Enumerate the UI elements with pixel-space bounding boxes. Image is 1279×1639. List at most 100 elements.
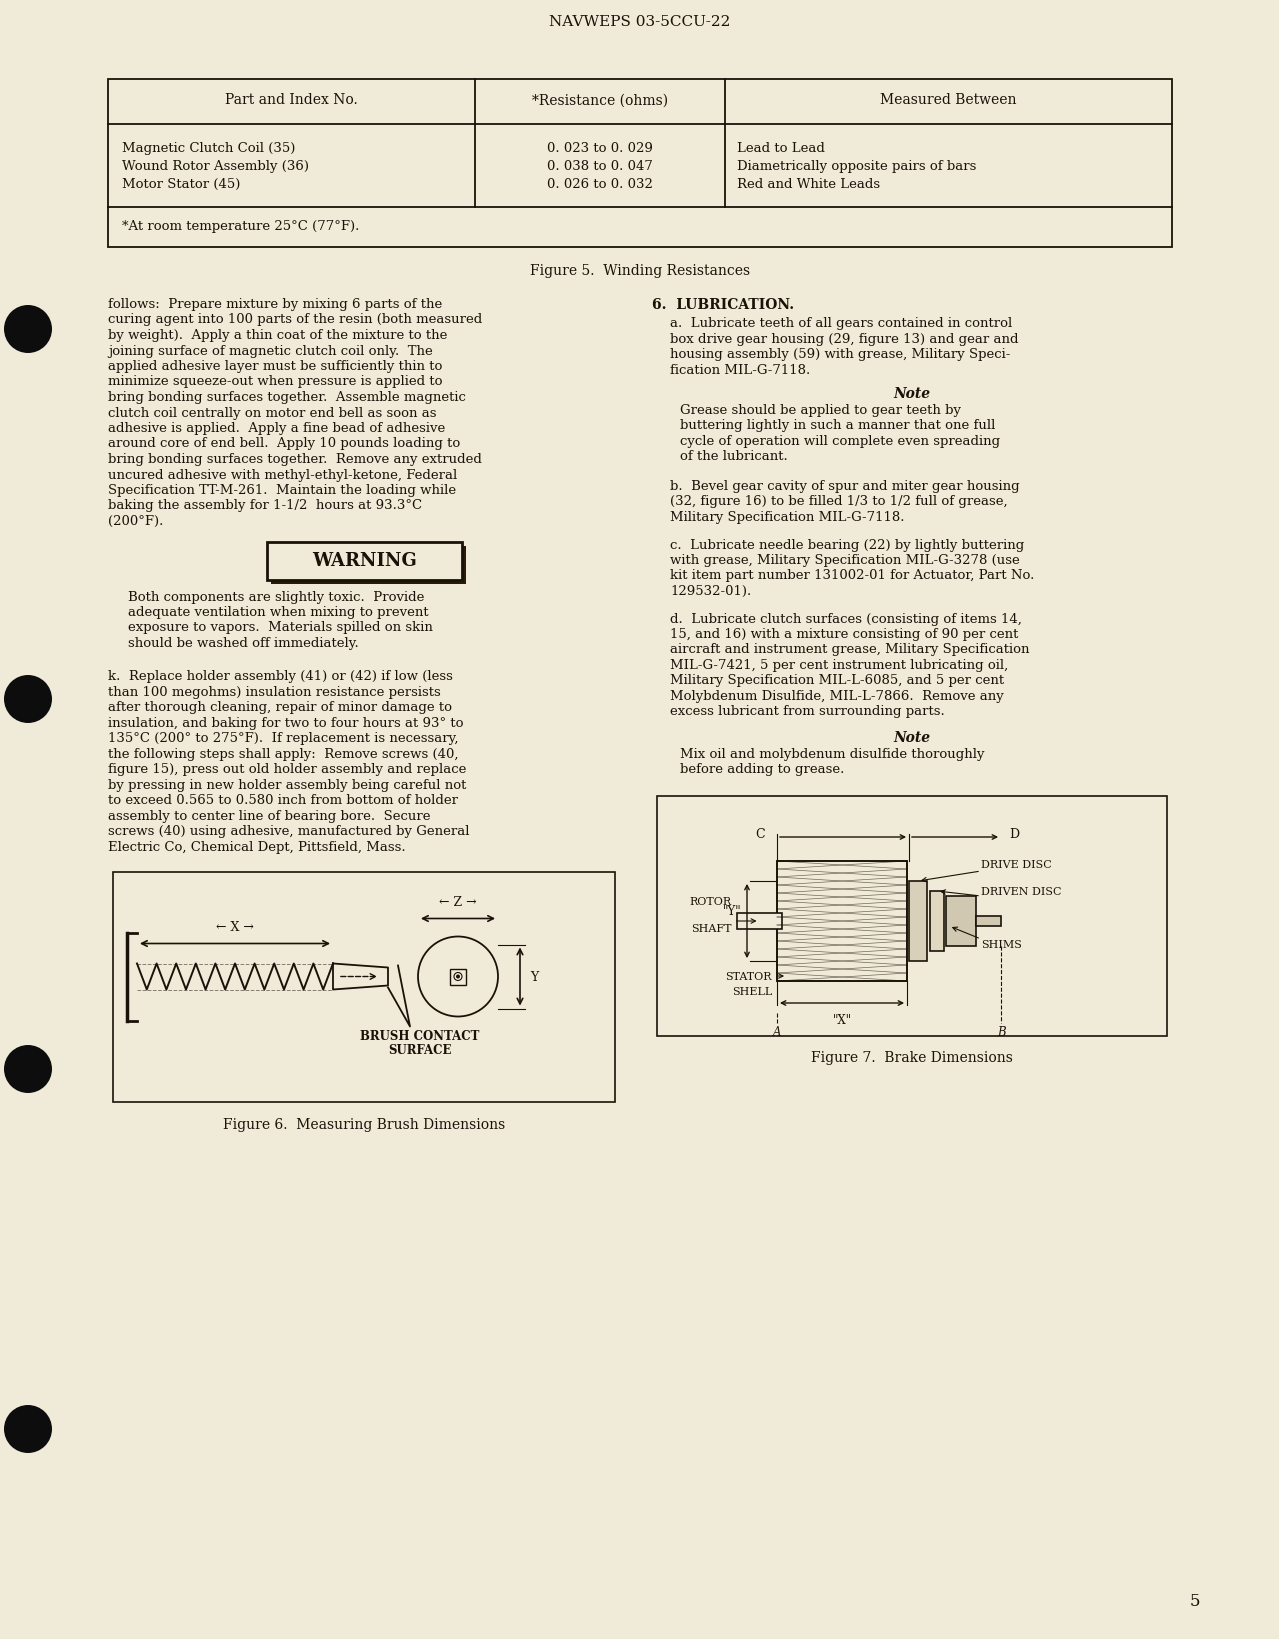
Text: Measured Between: Measured Between xyxy=(880,93,1017,108)
Text: Magnetic Clutch Coil (35): Magnetic Clutch Coil (35) xyxy=(122,143,295,156)
Text: exposure to vapors.  Materials spilled on skin: exposure to vapors. Materials spilled on… xyxy=(128,621,432,634)
Text: A: A xyxy=(773,1026,781,1039)
Text: d.  Lubricate clutch surfaces (consisting of items 14,: d. Lubricate clutch surfaces (consisting… xyxy=(670,611,1022,624)
Text: follows:  Prepare mixture by mixing 6 parts of the: follows: Prepare mixture by mixing 6 par… xyxy=(107,298,443,311)
Text: Part and Index No.: Part and Index No. xyxy=(225,93,358,108)
Bar xyxy=(930,892,944,951)
Text: should be washed off immediately.: should be washed off immediately. xyxy=(128,636,358,649)
Text: after thorough cleaning, repair of minor damage to: after thorough cleaning, repair of minor… xyxy=(107,701,451,715)
Text: adequate ventilation when mixing to prevent: adequate ventilation when mixing to prev… xyxy=(128,606,428,618)
Text: by weight).  Apply a thin coat of the mixture to the: by weight). Apply a thin coat of the mix… xyxy=(107,329,448,343)
Bar xyxy=(270,546,466,583)
Bar xyxy=(266,543,462,580)
Text: "X": "X" xyxy=(833,1013,852,1026)
Text: a.  Lubricate teeth of all gears contained in control: a. Lubricate teeth of all gears containe… xyxy=(670,316,1012,329)
Circle shape xyxy=(4,306,52,354)
Text: than 100 megohms) insulation resistance persists: than 100 megohms) insulation resistance … xyxy=(107,685,441,698)
Text: ← X →: ← X → xyxy=(216,921,255,934)
Text: housing assembly (59) with grease, Military Speci-: housing assembly (59) with grease, Milit… xyxy=(670,347,1010,361)
Text: SHAFT: SHAFT xyxy=(692,923,732,934)
Text: C: C xyxy=(756,828,765,841)
Text: aircraft and instrument grease, Military Specification: aircraft and instrument grease, Military… xyxy=(670,642,1030,656)
Text: baking the assembly for 1-1/2  hours at 93.3°C: baking the assembly for 1-1/2 hours at 9… xyxy=(107,500,422,511)
Text: Diametrically opposite pairs of bars: Diametrically opposite pairs of bars xyxy=(737,161,976,172)
Text: curing agent into 100 parts of the resin (both measured: curing agent into 100 parts of the resin… xyxy=(107,313,482,326)
Text: Molybdenum Disulfide, MIL-L-7866.  Remove any: Molybdenum Disulfide, MIL-L-7866. Remove… xyxy=(670,690,1004,703)
Text: kit item part number 131002-01 for Actuator, Part No.: kit item part number 131002-01 for Actua… xyxy=(670,569,1035,582)
Bar xyxy=(946,897,976,946)
Text: 5: 5 xyxy=(1189,1591,1200,1609)
Text: uncured adhesive with methyl-ethyl-ketone, Federal: uncured adhesive with methyl-ethyl-keton… xyxy=(107,469,458,482)
Circle shape xyxy=(4,1046,52,1093)
Text: (32, figure 16) to be filled 1/3 to 1/2 full of grease,: (32, figure 16) to be filled 1/3 to 1/2 … xyxy=(670,495,1008,508)
Text: (200°F).: (200°F). xyxy=(107,515,164,528)
Text: MIL-G-7421, 5 per cent instrument lubricating oil,: MIL-G-7421, 5 per cent instrument lubric… xyxy=(670,659,1008,672)
Text: fication MIL-G-7118.: fication MIL-G-7118. xyxy=(670,364,811,377)
Text: NAVWEPS 03-5CCU-22: NAVWEPS 03-5CCU-22 xyxy=(549,15,730,30)
Text: ← Z →: ← Z → xyxy=(439,897,477,910)
Text: DRIVE DISC: DRIVE DISC xyxy=(981,859,1051,869)
Text: to exceed 0.565 to 0.580 inch from bottom of holder: to exceed 0.565 to 0.580 inch from botto… xyxy=(107,793,458,806)
Text: STATOR: STATOR xyxy=(725,972,773,982)
Text: Motor Stator (45): Motor Stator (45) xyxy=(122,179,240,190)
Text: with grease, Military Specification MIL-G-3278 (use: with grease, Military Specification MIL-… xyxy=(670,554,1019,567)
Text: Grease should be applied to gear teeth by: Grease should be applied to gear teeth b… xyxy=(680,403,961,416)
Text: WARNING: WARNING xyxy=(312,552,417,570)
Text: 0. 038 to 0. 047: 0. 038 to 0. 047 xyxy=(547,161,654,172)
Text: Military Specification MIL-L-6085, and 5 per cent: Military Specification MIL-L-6085, and 5… xyxy=(670,674,1004,687)
Text: joining surface of magnetic clutch coil only.  The: joining surface of magnetic clutch coil … xyxy=(107,344,432,357)
Text: Lead to Lead: Lead to Lead xyxy=(737,143,825,156)
Text: box drive gear housing (29, figure 13) and gear and: box drive gear housing (29, figure 13) a… xyxy=(670,333,1018,346)
Text: insulation, and baking for two to four hours at 93° to: insulation, and baking for two to four h… xyxy=(107,716,463,729)
Text: 129532-01).: 129532-01). xyxy=(670,585,751,598)
Text: Figure 7.  Brake Dimensions: Figure 7. Brake Dimensions xyxy=(811,1051,1013,1064)
Text: Note: Note xyxy=(894,731,931,744)
Circle shape xyxy=(457,975,460,978)
Text: "Y": "Y" xyxy=(724,905,742,918)
Text: 0. 023 to 0. 029: 0. 023 to 0. 029 xyxy=(547,143,654,156)
Bar xyxy=(657,797,1166,1036)
Circle shape xyxy=(454,974,462,980)
Bar xyxy=(778,862,907,982)
Text: c.  Lubricate needle bearing (22) by lightly buttering: c. Lubricate needle bearing (22) by ligh… xyxy=(670,538,1024,551)
Text: around core of end bell.  Apply 10 pounds loading to: around core of end bell. Apply 10 pounds… xyxy=(107,438,460,451)
Text: SURFACE: SURFACE xyxy=(389,1042,451,1056)
Bar xyxy=(976,916,1001,926)
Text: Note: Note xyxy=(894,387,931,402)
Text: DRIVEN DISC: DRIVEN DISC xyxy=(981,887,1062,897)
Text: *Resistance (ohms): *Resistance (ohms) xyxy=(532,93,668,108)
Text: by pressing in new holder assembly being careful not: by pressing in new holder assembly being… xyxy=(107,779,467,792)
Text: before adding to grease.: before adding to grease. xyxy=(680,764,844,775)
Text: the following steps shall apply:  Remove screws (40,: the following steps shall apply: Remove … xyxy=(107,747,458,760)
Bar xyxy=(737,913,781,929)
Text: Y: Y xyxy=(530,970,538,983)
Text: b.  Bevel gear cavity of spur and miter gear housing: b. Bevel gear cavity of spur and miter g… xyxy=(670,480,1019,493)
Text: Specification TT-M-261.  Maintain the loading while: Specification TT-M-261. Maintain the loa… xyxy=(107,484,457,497)
Text: D: D xyxy=(1009,828,1019,841)
Text: excess lubricant from surrounding parts.: excess lubricant from surrounding parts. xyxy=(670,705,945,718)
Bar xyxy=(107,80,1172,247)
Text: Mix oil and molybdenum disulfide thoroughly: Mix oil and molybdenum disulfide thoroug… xyxy=(680,747,985,760)
Bar xyxy=(113,872,615,1101)
Bar xyxy=(778,862,907,982)
Text: figure 15), press out old holder assembly and replace: figure 15), press out old holder assembl… xyxy=(107,764,467,775)
Text: Both components are slightly toxic.  Provide: Both components are slightly toxic. Prov… xyxy=(128,590,425,603)
Text: SHIMS: SHIMS xyxy=(981,939,1022,949)
Bar xyxy=(909,882,927,962)
Text: bring bonding surfaces together.  Assemble magnetic: bring bonding surfaces together. Assembl… xyxy=(107,390,466,403)
Text: Figure 6.  Measuring Brush Dimensions: Figure 6. Measuring Brush Dimensions xyxy=(223,1118,505,1133)
Text: k.  Replace holder assembly (41) or (42) if low (less: k. Replace holder assembly (41) or (42) … xyxy=(107,670,453,683)
Text: Wound Rotor Assembly (36): Wound Rotor Assembly (36) xyxy=(122,161,310,172)
Text: SHELL: SHELL xyxy=(732,987,773,997)
Text: Figure 5.  Winding Resistances: Figure 5. Winding Resistances xyxy=(530,264,749,279)
Text: 6.  LUBRICATION.: 6. LUBRICATION. xyxy=(652,298,794,311)
Text: *At room temperature 25°C (77°F).: *At room temperature 25°C (77°F). xyxy=(122,220,359,233)
Text: 0. 026 to 0. 032: 0. 026 to 0. 032 xyxy=(547,179,654,190)
Text: bring bonding surfaces together.  Remove any extruded: bring bonding surfaces together. Remove … xyxy=(107,452,482,465)
Text: B: B xyxy=(996,1026,1005,1039)
Circle shape xyxy=(4,675,52,723)
Text: applied adhesive layer must be sufficiently thin to: applied adhesive layer must be sufficien… xyxy=(107,361,443,372)
Text: adhesive is applied.  Apply a fine bead of adhesive: adhesive is applied. Apply a fine bead o… xyxy=(107,421,445,434)
Bar xyxy=(450,969,466,985)
Text: assembly to center line of bearing bore.  Secure: assembly to center line of bearing bore.… xyxy=(107,810,431,823)
